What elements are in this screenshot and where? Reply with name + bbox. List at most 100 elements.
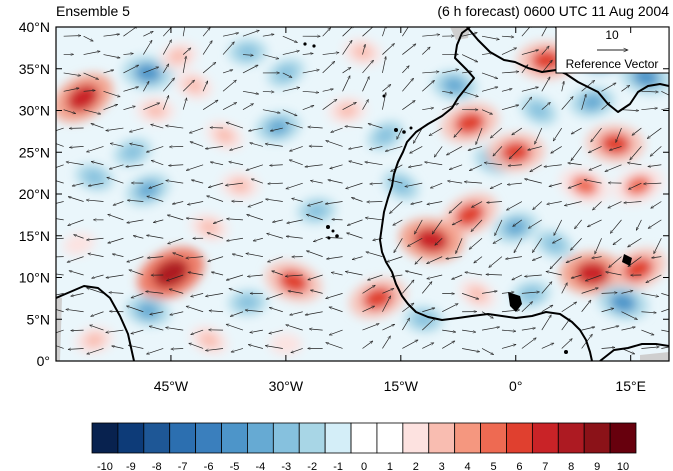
wind-vector [648, 219, 662, 229]
colorbar-swatch [583, 422, 611, 454]
wind-vector [550, 256, 562, 269]
wind-vector [88, 254, 104, 257]
wind-vector [189, 127, 204, 133]
colorbar-swatch [272, 422, 300, 454]
wind-vector [302, 70, 320, 74]
wind-vector [222, 33, 239, 37]
wind-vector [393, 238, 403, 253]
wind-vector [442, 103, 458, 110]
wind-vector [83, 72, 99, 80]
wind-vector [289, 311, 303, 315]
wind-vector [127, 200, 144, 201]
wind-vector [605, 272, 622, 276]
wind-vector [127, 256, 144, 262]
wind-vector [145, 291, 164, 294]
wind-vector [570, 238, 582, 250]
wind-vector [332, 219, 343, 220]
wind-vector [250, 329, 263, 332]
wind-vector [653, 238, 662, 254]
wind-vector [63, 109, 76, 114]
wind-vector [493, 146, 503, 156]
wind-vector [481, 109, 493, 115]
wind-vector [507, 183, 522, 185]
wind-vector [282, 35, 298, 43]
wind-vector [552, 127, 563, 141]
wind-vector [103, 104, 118, 110]
wind-vector [568, 163, 582, 166]
canary-island [409, 126, 413, 130]
colorbar-label: 5 [490, 461, 496, 471]
colorbar-label: 8 [568, 461, 574, 471]
wind-vector [143, 40, 153, 55]
field-anomaly-core [363, 287, 393, 310]
colorbar-swatch [428, 422, 456, 454]
wind-vector [389, 201, 403, 214]
wind-vector [162, 64, 170, 74]
wind-vector [90, 311, 104, 317]
wind-vector [109, 164, 124, 169]
wind-vector [641, 91, 658, 92]
wind-vector [524, 179, 542, 184]
wind-vector [484, 163, 502, 166]
wind-vector [661, 329, 669, 332]
wind-vector [462, 348, 480, 351]
colorbar-swatch [91, 422, 119, 454]
wind-vector [509, 146, 523, 159]
wind-vector [474, 256, 483, 263]
cape-verde-island [327, 236, 331, 240]
plot-title-right: (6 h forecast) 0600 UTC 11 Aug 2004 [437, 3, 669, 19]
wind-vector [402, 27, 409, 37]
colorbar-swatch [506, 422, 533, 454]
field-anomaly-core [571, 175, 598, 196]
wind-vector [650, 146, 662, 156]
wind-vector [435, 238, 443, 245]
wind-vector [143, 31, 153, 37]
colorbar-swatch [480, 422, 507, 454]
wind-vector [411, 201, 423, 205]
wind-vector [56, 329, 64, 334]
wind-vector [421, 282, 432, 294]
wind-vector [326, 343, 343, 349]
wind-vector [552, 237, 562, 244]
wind-vector [601, 347, 615, 348]
colorbar: -10 -9 -8 -7 -6 -5 -4 -3 -2 -1 0 1 2 3 4 5 6 7 8 9 10 [91, 422, 637, 471]
wind-vector [262, 109, 280, 113]
wind-vector [547, 201, 562, 205]
wind-vector [362, 284, 376, 294]
gulf-coast-east [599, 343, 669, 361]
wind-vector [205, 293, 224, 296]
wind-vector [56, 127, 64, 132]
wind-vector [112, 346, 124, 349]
wind-vector [465, 272, 483, 276]
wind-vector [524, 274, 542, 277]
wind-vector [143, 102, 159, 110]
wind-vector [347, 219, 363, 226]
wind-vector [362, 324, 380, 331]
lon-tick-label: 15°W [384, 378, 419, 394]
wind-vector [169, 289, 184, 294]
wind-vector [541, 315, 552, 331]
field-anomaly-core [134, 63, 162, 83]
wind-vector [414, 219, 423, 234]
wind-vector [530, 164, 542, 173]
wind-vector [641, 347, 659, 349]
wind-vector [571, 274, 582, 278]
wind-vector [322, 61, 335, 74]
wind-vector [307, 201, 323, 206]
wind-vector [232, 254, 244, 257]
lat-tick-label: 20°N [19, 186, 50, 202]
wind-vector [422, 318, 435, 331]
wind-vector [352, 256, 363, 260]
wind-vector [513, 219, 523, 227]
wind-vector [561, 283, 568, 294]
wind-vector [382, 336, 391, 349]
wind-vector [191, 180, 204, 184]
wind-vector [534, 127, 543, 144]
lat-tick-label: 0° [37, 353, 50, 369]
wind-vector [393, 219, 403, 226]
wind-vector [103, 34, 120, 37]
colorbar-label: 2 [413, 461, 419, 471]
lat-tick-label: 35°N [19, 61, 50, 77]
wind-vector [169, 146, 184, 147]
wind-vector [106, 329, 124, 332]
